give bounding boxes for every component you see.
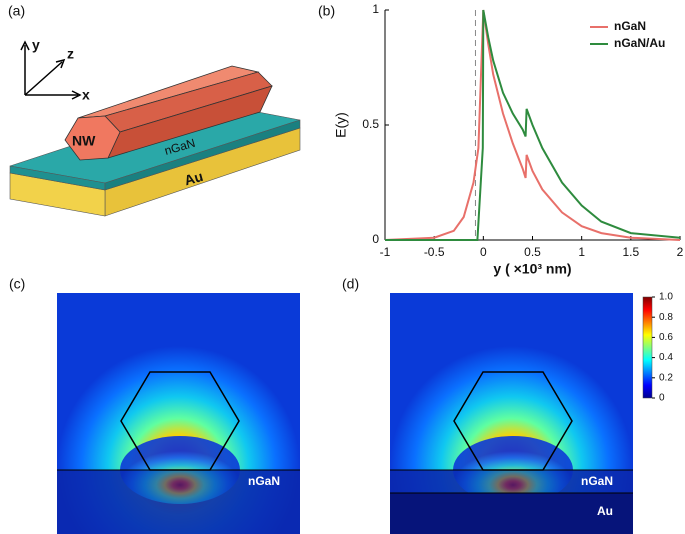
colorbar-tick-label: 0.6 [659, 332, 673, 343]
axis-label: x [82, 87, 90, 103]
colorbar-tick-label: 1.0 [659, 292, 673, 303]
panel-label: (d) [342, 276, 359, 292]
nanowire-outline [120, 371, 240, 471]
label: Au [182, 168, 204, 189]
axis-label: z [67, 46, 74, 62]
label: NW [72, 133, 96, 149]
colorbar-tick-label: 0.8 [659, 312, 673, 323]
mask-bottom [57, 470, 300, 534]
y-tick-label: 1 [372, 2, 379, 16]
x-tick-label: 1.5 [622, 245, 639, 259]
axes-arrows [20, 40, 82, 100]
panel-label: (b) [318, 3, 335, 19]
panel-label: (a) [8, 3, 25, 19]
annotation: nGaN [248, 474, 280, 488]
axis-label: y [32, 37, 40, 53]
colorbar-tick-label: 0.2 [659, 372, 673, 383]
annotation: nGaN [581, 474, 613, 488]
x-tick-label: 0.5 [524, 245, 541, 259]
series-line [385, 9, 681, 241]
nanowire [64, 65, 273, 161]
x-tick-label: -0.5 [424, 245, 445, 259]
x-tick-label: 1 [578, 245, 585, 259]
colorbar-tick-label: 0 [659, 393, 665, 404]
x-tick-label: 0 [480, 245, 487, 259]
y-tick-label: 0 [372, 232, 379, 246]
legend-label: nGaN/Au [614, 36, 665, 50]
panel-label: (c) [9, 276, 25, 292]
x-axis-label: y ( ×10³ nm) [493, 261, 571, 277]
y-axis-label: E(y) [333, 112, 349, 138]
y-tick-label: 0.5 [362, 117, 379, 131]
nanowire-outline [453, 371, 573, 471]
diagram: (a) y z x NW nGaN Au [8, 3, 301, 217]
colorbar-tick-label: 0.4 [659, 352, 673, 363]
x-tick-label: 2 [677, 245, 684, 259]
legend-label: nGaN [614, 19, 646, 33]
substrate-region [390, 493, 633, 534]
x-tick-label: -1 [380, 245, 391, 259]
series-line [384, 9, 681, 241]
colorbar [642, 296, 653, 399]
annotation: Au [597, 504, 613, 518]
